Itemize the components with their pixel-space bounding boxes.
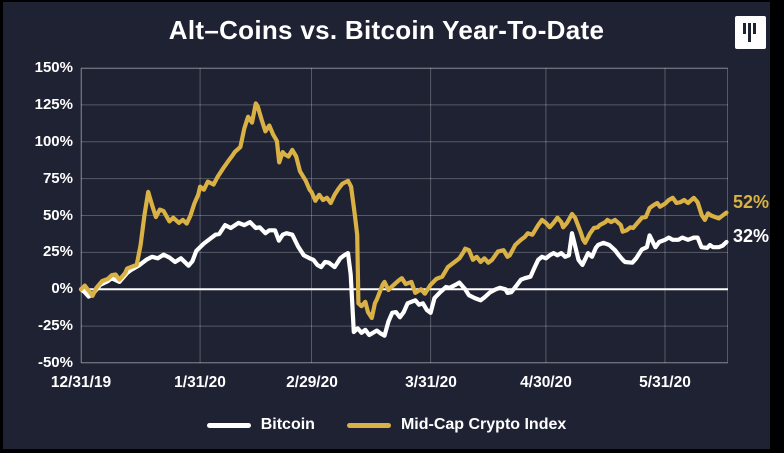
plot-border [81,68,728,363]
legend-label-bitcoin: Bitcoin [260,416,315,433]
midcap-end-value-label: 52% [733,192,770,212]
logo-bar-icon [748,23,751,42]
chart-card: Alt–Coins vs. Bitcoin Year-To-Date 150% 1… [3,2,770,449]
chart-title: Alt–Coins vs. Bitcoin Year-To-Date [168,15,605,45]
plot-area [78,67,729,364]
x-tick-label: 5/31/20 [639,374,691,391]
legend-label-midcap: Mid-Cap Crypto Index [400,416,567,433]
pantera-logo-icon [735,16,766,49]
y-tick-label: -50% [37,354,73,371]
x-tick-label: 1/31/20 [174,374,226,391]
y-tick-label: 150% [34,59,73,76]
y-tick-label: 25% [42,243,73,260]
x-tick-label: 12/31/19 [50,374,112,391]
logo-bar-icon [753,23,756,34]
chart-svg [78,67,729,364]
y-tick-label: 125% [34,96,73,113]
bitcoin-line [78,220,729,338]
y-tick-label: 0% [51,280,73,297]
bitcoin-line-swatch-icon [206,422,251,428]
y-tick-label: 75% [42,170,73,187]
y-tick-label: 100% [34,133,73,150]
legend: Bitcoin Mid-Cap Crypto Index [3,416,770,434]
y-tick-label: -25% [37,317,73,334]
x-tick-label: 2/29/20 [286,374,338,391]
x-tick-label: 3/31/20 [405,374,457,391]
bitcoin-end-value-label: 32% [733,226,770,246]
y-tick-label: 50% [42,207,73,224]
legend-item-bitcoin: Bitcoin [206,416,315,434]
x-tick-label: 4/30/20 [520,374,572,391]
midcap-line-swatch-icon [346,422,391,428]
legend-item-midcap: Mid-Cap Crypto Index [346,416,567,434]
logo-bar-icon [743,23,746,34]
mid-cap-crypto-index-line [78,101,729,321]
